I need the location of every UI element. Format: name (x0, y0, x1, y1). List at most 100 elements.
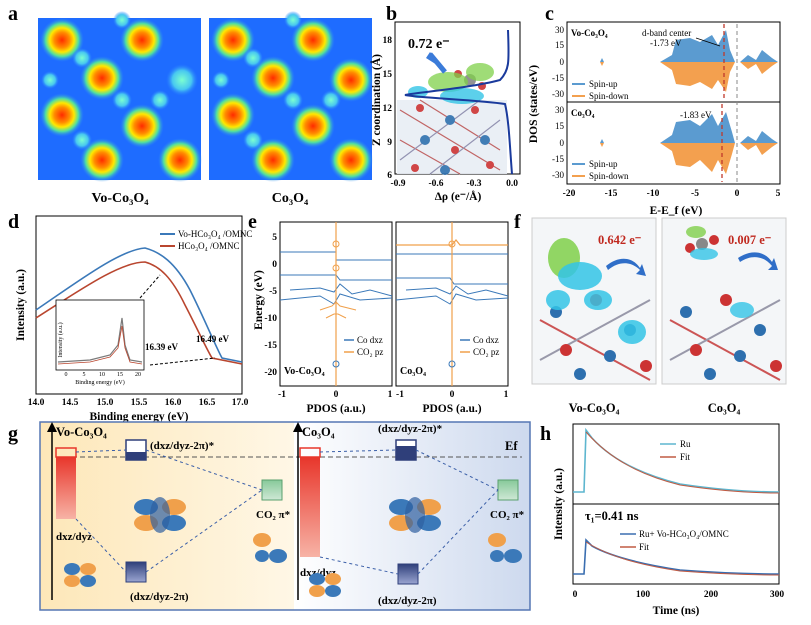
panel-h-xtick-3: 300 (770, 590, 785, 600)
panel-g-right-bond-box (397, 563, 419, 585)
panel-b: b (369, 3, 521, 203)
panel-h-bottom-legend: Ru+ Vo-HCo₃O₄/OMNC Fit (620, 529, 729, 552)
panel-g-left-antibond-fill (126, 452, 146, 460)
panel-h-top-legend-fit: Fit (680, 452, 691, 462)
panel-e: e Energy (eV) 5 0 (248, 211, 509, 415)
panel-c-bottom-dos (580, 112, 778, 174)
panel-d-xtick-1: 14.5 (62, 398, 79, 408)
panel-f-right-image (661, 217, 787, 385)
panel-e-right-xtick-1: 0 (450, 390, 455, 400)
panel-g-right-axis-arrow (293, 422, 303, 432)
panel-d-xtick-3: 15.5 (131, 398, 148, 408)
panel-e-left-legend-dxz: Co dxz (357, 335, 383, 345)
panel-d-inset-xtick-1: 5 (83, 372, 86, 378)
panel-c-label: c (545, 3, 554, 25)
panel-c-ylabel: DOS (states/eV) (528, 65, 540, 143)
panel-c-bottom-ytick-4: -30 (552, 170, 564, 180)
panel-e-left-curves (279, 222, 393, 386)
panel-g-frame (39, 421, 531, 611)
panel-b-xtick-3: 0.0 (506, 179, 518, 189)
panel-c-top-ytick-1: 15 (555, 40, 565, 50)
panel-h-top-fit (585, 431, 780, 494)
panel-g-left-co2: CO₂ π* (256, 509, 291, 521)
panel-b-ylabel: Z coordination (Å) (369, 54, 383, 146)
panel-e-left-tag: Vo-Co₃O₄ (284, 366, 325, 377)
panel-c-top-legend: Spin-up Spin-down (572, 79, 629, 101)
panel-b-ytick-3: 9 (387, 138, 392, 148)
panel-g-left-axis-arrow (47, 422, 57, 432)
panel-c-bottom-legend-down: Spin-down (589, 171, 629, 181)
panel-e-right-legend-dxz: Co dxz (473, 335, 499, 345)
panel-h-xlabel: Time (ns) (653, 605, 700, 617)
panel-e-right-xtick-0: -1 (396, 390, 404, 400)
panel-e-ytick-3: -10 (264, 314, 277, 324)
panel-d-ylabel: Intensity (a.u.) (15, 269, 27, 341)
panel-d-inset-ylabel: Intensity (a.u.) (57, 322, 64, 357)
panel-c-xticks: -20 -15 -10 -5 0 5 (563, 189, 781, 199)
panel-b-ytick-4: 6 (387, 171, 392, 181)
panel-c-xtick-3: -5 (691, 189, 699, 199)
panel-c-bottom-ytick-2: 0 (560, 138, 565, 148)
panel-d-curve-red (35, 261, 243, 365)
panel-d-curve-blue (35, 247, 243, 363)
panel-g-right-dband-top (299, 447, 321, 458)
panel-d-xtick-4: 16.0 (165, 398, 182, 408)
panel-b-ytick-2: 12 (383, 104, 393, 114)
panel-g-left-title: Vo-Co₃O₄ (56, 425, 107, 439)
panel-b-xtick-1: -0.6 (428, 179, 443, 189)
charge-map-right-atoms (211, 11, 373, 182)
panel-g-right-title: Co₃O₄ (302, 425, 335, 439)
panel-h-bottom-legend-ru: Ru+ Vo-HCo₃O₄/OMNC (639, 529, 729, 539)
panel-h-top-legend-ru: Ru (680, 439, 691, 449)
panel-d-xtick-0: 14.0 (28, 398, 45, 408)
panel-e-ytick-5: -20 (264, 368, 277, 378)
panel-c-top-title: Vo-Co₃O₄ (571, 28, 608, 38)
panel-b-ytick-1: 15 (383, 70, 393, 80)
panel-d-inset-link-1 (139, 274, 161, 299)
panel-a-right-caption: Co₃O₄ (272, 191, 309, 206)
panel-g-right-bond: (dxz/dyz-2π) (378, 595, 437, 607)
panel-c-xtick-1: -15 (605, 189, 618, 199)
panel-g-left-co2-box (261, 479, 283, 501)
panel-a-label: a (8, 3, 18, 25)
panel-d-legend-0: Vo-HCo₃O₄ /OMNC (178, 229, 252, 239)
panel-g-left-dxz: dxz/dyz (56, 531, 92, 543)
panel-c-xtick-0: -20 (563, 189, 576, 199)
panel-d-xlabel: Binding energy (eV) (89, 411, 188, 423)
panel-b-curve (404, 29, 513, 175)
panel-b-xtick-0: -0.9 (390, 179, 405, 189)
panel-c-top-ytick-4: -30 (552, 89, 564, 99)
panel-c-bottom-legend-up: Spin-up (589, 159, 618, 169)
panel-c-top-dos (580, 30, 778, 92)
panel-b-yticks: 18 15 12 9 6 (383, 36, 393, 181)
panel-b-slab (397, 70, 507, 175)
panel-c-top-ytick-0: 30 (555, 25, 565, 35)
panel-g-ef: Ef (505, 439, 518, 453)
panel-g-left-bond: (dxz/dyz-2π) (130, 591, 189, 603)
panel-h-xtick-2: 200 (704, 590, 719, 600)
panel-c-bottom-ytick-1: 15 (555, 121, 565, 131)
panel-d-inset-xtick-0: 0 (65, 372, 68, 378)
panel-h-xtick-0: 0 (573, 590, 578, 600)
panel-d-inset-link-2 (149, 357, 216, 366)
panel-d-xtick-5: 16.5 (199, 398, 216, 408)
panel-h-top-legend: Ru Fit (660, 439, 691, 462)
panel-h-xtick-1: 100 (636, 590, 651, 600)
panel-d-inset-xlabel: Binding energy (eV) (75, 379, 125, 386)
panel-g-right-co2: CO₂ π* (490, 509, 525, 521)
panel-d-xticks: 14.0 14.5 15.0 15.5 16.0 16.5 17.0 (28, 398, 249, 408)
panel-g-left-antibond: (dxz/dyz-2π)* (150, 440, 215, 452)
panel-d-label: d (8, 211, 19, 233)
panel-e-right-curves (395, 222, 509, 386)
panel-c-top-legend-down: Spin-down (589, 91, 629, 101)
panel-a-left-caption: Vo-Co₃O₄ (92, 191, 150, 206)
panel-d-inset-xtick-2: 10 (99, 372, 105, 378)
panel-e-left-xtick-2: 1 (388, 390, 393, 400)
panel-h-label: h (540, 423, 551, 445)
panel-c-top-ytick-3: -15 (552, 73, 564, 83)
panel-f-right-structure (669, 226, 782, 381)
panel-c-bottom-annot: -1.83 eV (680, 110, 712, 120)
panel-e-left-legend: Co dxz CO₂ pz (344, 335, 383, 357)
panel-d-inset-xtick-4: 20 (135, 372, 141, 378)
